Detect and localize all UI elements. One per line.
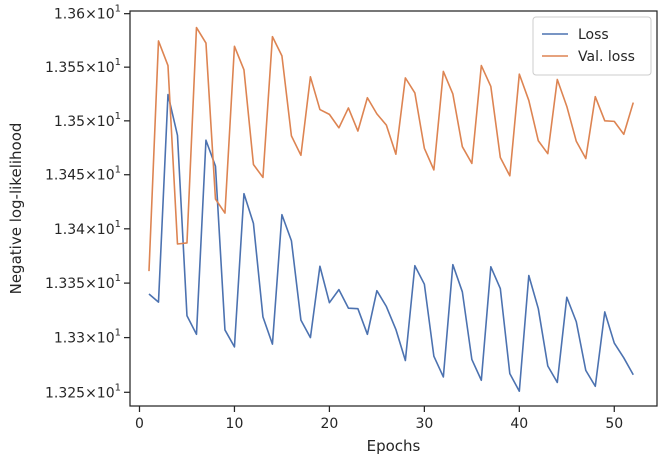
y-tick-base: 10: [97, 168, 115, 184]
legend: Loss Val. loss: [532, 16, 652, 76]
y-tick-exponent: 1: [115, 273, 121, 284]
series-line-0: [148, 93, 634, 393]
plot-frame: [129, 10, 658, 407]
y-tick-mantissa: 1.33: [54, 331, 85, 347]
y-tick-mantissa: 1.325: [45, 385, 85, 401]
y-tick-base: 10: [97, 60, 115, 76]
y-tick-mantissa: 1.34: [54, 222, 85, 238]
x-tick-label: 40: [510, 416, 528, 432]
y-tick-exponent: 1: [115, 382, 121, 393]
y-tick-times: ×: [85, 60, 97, 76]
y-tick-base: 10: [97, 222, 115, 238]
y-tick-base: 10: [97, 7, 115, 23]
legend-label-0: Loss: [578, 27, 609, 43]
y-tick-base: 10: [97, 331, 115, 347]
x-axis: 0 10 20 30 40 50: [135, 406, 623, 432]
x-tick-label: 50: [605, 416, 623, 432]
y-tick-label: 1.33×101: [54, 328, 121, 347]
y-tick-exponent: 1: [115, 219, 121, 230]
y-tick-label: 1.325×101: [45, 382, 121, 401]
series-lines: [148, 26, 635, 393]
y-tick-mantissa: 1.36: [54, 7, 85, 23]
y-tick-base: 10: [97, 114, 115, 130]
y-tick-label: 1.355×101: [45, 57, 121, 76]
y-tick-label: 1.34×101: [54, 219, 121, 238]
y-axis-label: Negative log-likelihood: [7, 123, 25, 295]
plot-area: 1.325×1011.33×1011.335×1011.34×1011.345×…: [45, 4, 658, 432]
y-tick-base: 10: [97, 385, 115, 401]
y-tick-mantissa: 1.335: [45, 276, 85, 292]
x-axis-label: Epochs: [367, 437, 421, 455]
y-tick-exponent: 1: [115, 4, 121, 15]
series-line-1: [148, 26, 635, 272]
y-tick-exponent: 1: [115, 111, 121, 122]
y-tick-times: ×: [85, 114, 97, 130]
y-tick-base: 10: [97, 276, 115, 292]
y-tick-mantissa: 1.345: [45, 168, 85, 184]
y-tick-label: 1.335×101: [45, 273, 121, 292]
y-tick-times: ×: [85, 331, 97, 347]
y-tick-exponent: 1: [115, 57, 121, 68]
y-axis: 1.325×1011.33×1011.335×1011.34×1011.345×…: [45, 4, 130, 401]
y-tick-times: ×: [85, 222, 97, 238]
y-tick-label: 1.35×101: [54, 111, 121, 130]
x-tick-label: 0: [135, 416, 144, 432]
legend-label-1: Val. loss: [578, 49, 635, 65]
y-tick-label: 1.345×101: [45, 165, 121, 184]
y-tick-times: ×: [85, 168, 97, 184]
y-tick-mantissa: 1.355: [45, 60, 85, 76]
y-tick-times: ×: [85, 385, 97, 401]
x-tick-label: 30: [415, 416, 433, 432]
x-tick-label: 20: [320, 416, 338, 432]
legend-box: [532, 16, 652, 76]
y-tick-label: 1.36×101: [54, 4, 121, 23]
y-tick-mantissa: 1.35: [54, 114, 85, 130]
y-tick-times: ×: [85, 7, 97, 23]
y-tick-exponent: 1: [115, 328, 121, 339]
y-tick-times: ×: [85, 276, 97, 292]
y-tick-exponent: 1: [115, 165, 121, 176]
x-tick-label: 10: [226, 416, 244, 432]
